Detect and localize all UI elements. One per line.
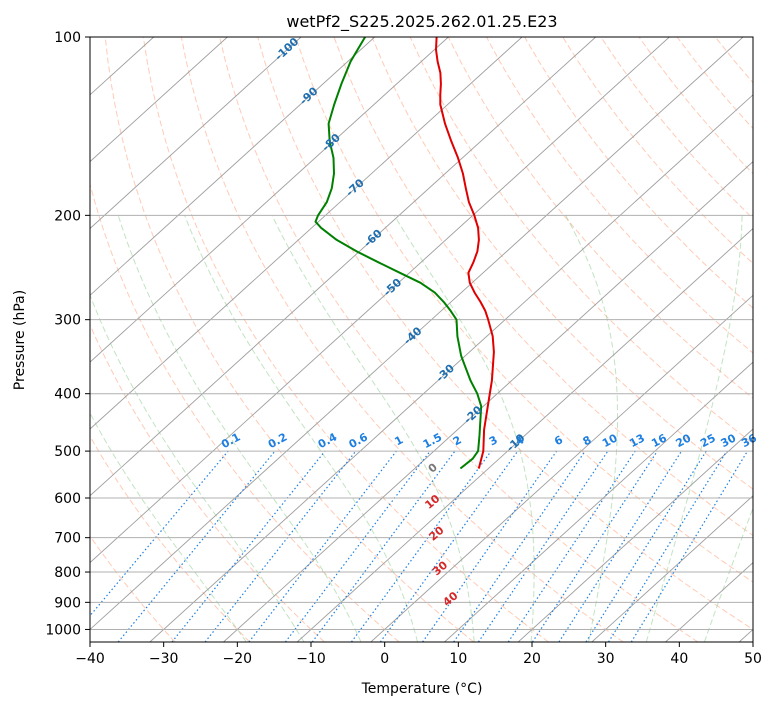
mixing-ratio-label: 30	[719, 431, 739, 450]
mixing-ratio-label: 25	[698, 431, 718, 450]
moist-adiabat-line	[565, 215, 618, 642]
dry-adiabat-line	[104, 37, 475, 642]
isotherm-line	[90, 37, 376, 296]
y-axis-label: Pressure (hPa)	[12, 290, 28, 390]
y-tick-label: 700	[54, 531, 81, 547]
dry-adiabat-line	[486, 37, 753, 354]
pressure-gridlines	[90, 37, 753, 630]
mixing-ratio-line	[608, 450, 728, 642]
mixing-ratio-line	[630, 450, 749, 642]
x-tick-label: 50	[744, 651, 762, 667]
dry-adiabat-line	[333, 37, 753, 537]
temperature-line	[435, 37, 495, 469]
plot-frame	[89, 36, 754, 643]
x-tick-label: −30	[149, 651, 179, 667]
mixing-ratio-line	[453, 450, 586, 642]
isotherm-line	[90, 37, 597, 497]
y-axis-ticks: 1000 900 800 700 600 500 400 300 200 100	[45, 30, 90, 638]
moist-adiabat-line	[117, 215, 362, 642]
mixing-ratio-line	[248, 450, 397, 642]
x-tick-label: 0	[380, 651, 389, 667]
mixing-ratio-line	[585, 450, 707, 642]
background-lines	[90, 37, 753, 642]
mixing-ratio-line	[350, 450, 492, 642]
dry-adiabat-line	[90, 435, 251, 642]
moist-adiabat-line	[90, 293, 305, 642]
isotherm-line	[90, 37, 228, 163]
isotherm-line	[370, 294, 753, 642]
moist-adiabat-line	[184, 215, 419, 642]
mixing-ratio-line	[204, 450, 357, 642]
chart-title: wetPf2_S225.2025.262.01.25.E23	[286, 12, 557, 32]
y-tick-label: 300	[54, 313, 81, 329]
mixing-ratio-line	[90, 450, 229, 617]
dry-adiabat-line	[371, 37, 753, 490]
x-tick-label: −10	[296, 651, 326, 667]
isotherm-line	[223, 161, 753, 642]
dry-adiabat-line	[219, 37, 699, 642]
y-tick-label: 100	[54, 30, 81, 46]
x-tick-label: −20	[223, 651, 253, 667]
mixing-ratio-line	[558, 450, 683, 642]
mixing-ratio-label: 10	[600, 431, 620, 450]
mixing-ratio-label: 16	[649, 431, 669, 450]
y-tick-label: 600	[54, 491, 81, 507]
isotherm-line	[90, 37, 523, 430]
isotherm-line	[296, 227, 753, 642]
dry-adiabat-line	[142, 37, 549, 642]
mixing-ratio-line	[422, 450, 558, 642]
y-tick-label: 1000	[45, 622, 81, 638]
isotherm-line	[517, 428, 753, 642]
isotherm-line	[149, 94, 753, 642]
dry-adiabat-line	[180, 37, 624, 642]
y-tick-label: 400	[54, 387, 81, 403]
x-tick-label: 30	[597, 651, 615, 667]
x-axis-label: Temperature (°C)	[361, 681, 483, 697]
x-tick-label: −40	[75, 651, 105, 667]
mixing-ratio-label: 36	[739, 431, 759, 450]
mixing-ratio-line	[477, 450, 609, 642]
y-tick-label: 500	[54, 444, 81, 460]
y-tick-label: 800	[54, 565, 81, 581]
moist-adiabat-line	[90, 412, 247, 642]
moist-adiabat-line	[645, 215, 743, 642]
isotherm-line	[90, 37, 449, 363]
x-tick-label: 20	[523, 651, 541, 667]
dry-adiabat-line	[90, 323, 325, 642]
dry-adiabat-line	[90, 535, 176, 642]
y-tick-label: 200	[54, 208, 81, 224]
mixing-ratio-line	[117, 450, 276, 642]
dewpoint-line	[314, 37, 483, 470]
moist-adiabat-line	[703, 506, 753, 642]
isotherm-line	[90, 37, 744, 631]
dry-adiabat-line	[295, 37, 753, 583]
x-tick-label: 40	[670, 651, 688, 667]
dry-adiabat-line	[524, 37, 753, 309]
isotherm-line	[90, 37, 670, 564]
isotherm-line	[591, 495, 753, 642]
y-tick-label: 900	[54, 595, 81, 611]
dry-adiabat-line	[257, 37, 753, 630]
mixing-ratio-label: 20	[674, 431, 694, 450]
profile-series	[314, 37, 495, 470]
x-tick-label: 10	[449, 651, 467, 667]
mixing-ratio-label: 13	[627, 431, 647, 450]
mixing-ratio-line	[171, 450, 326, 642]
x-axis-ticks: −40 −30 −20 −10 0 10 20 30 40 50	[75, 642, 762, 667]
isotherm-line	[90, 37, 302, 230]
isotherm-line	[444, 361, 753, 642]
